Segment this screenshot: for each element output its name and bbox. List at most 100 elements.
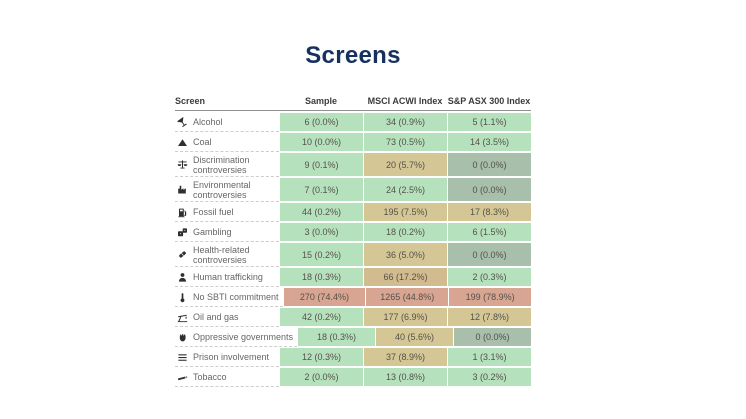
cell-value: 37 (8.9%) [385,352,426,362]
cell-value: 13 (0.8%) [385,372,426,382]
cell-value: 17 (8.3%) [469,207,510,217]
cell-value: 2 (0.3%) [472,272,507,282]
person-icon [176,271,188,283]
table-body: Alcohol 6 (0.0%) 34 (0.9%) 5 (1.1%) Coal… [175,113,532,388]
row-label-cell: Tobacco [175,368,279,387]
msci-acwi-value-cell: 24 (2.5%) [364,178,447,201]
column-header-sp-asx-300: S&P ASX 300 Index [447,96,531,106]
page-title: Screens [305,42,401,69]
cell-value: 42 (0.2%) [301,312,342,322]
msci-acwi-value-cell: 36 (5.0%) [364,243,447,266]
sample-value-cell: 12 (0.3%) [280,348,363,366]
table-row: Gambling 3 (0.0%) 18 (0.2%) 6 (1.5%) [175,223,531,243]
cigarette-icon [176,371,188,383]
cell-value: 18 (0.2%) [385,227,426,237]
cell-value: 177 (6.9%) [383,312,428,322]
row-label: Oil and gas [193,312,239,322]
table-row: Coal 10 (0.0%) 73 (0.5%) 14 (3.5%) [175,133,531,153]
table-row: Discrimination controversies 9 (0.1%) 20… [175,153,531,178]
cell-value: 3 (0.2%) [472,372,507,382]
row-label-cell: Gambling [175,223,279,242]
cell-value: 2 (0.0%) [304,372,339,382]
column-header-sample: Sample [304,96,337,106]
cell-value: 1265 (44.8%) [380,292,435,302]
row-label: Human trafficking [193,272,263,282]
row-label: Gambling [193,227,232,237]
sp-asx-value-cell: 12 (7.8%) [448,308,531,326]
row-label-cell: Fossil fuel [175,203,279,222]
pill-icon [176,249,188,261]
table-row: No SBTI commitment 270 (74.4%) 1265 (44.… [175,288,532,308]
sample-value-cell: 18 (0.3%) [298,328,376,346]
fist-icon [176,331,188,343]
sample-value-cell: 270 (74.4%) [283,288,366,306]
sp-asx-value-cell: 0 (0.0%) [448,153,531,176]
cell-value: 36 (5.0%) [385,249,426,260]
table-row: Health-related controversies 15 (0.2%) 3… [175,243,531,268]
sp-asx-value-cell: 3 (0.2%) [448,368,531,386]
row-label-cell: Health-related controversies [175,243,279,267]
column-header-screen: Screen [175,96,206,106]
row-label-cell: Oil and gas [175,308,279,327]
table-row: Oil and gas 42 (0.2%) 177 (6.9%) 12 (7.8… [175,308,531,328]
cell-value: 15 (0.2%) [301,249,342,260]
cell-value: 199 (78.9%) [465,292,515,302]
msci-acwi-value-cell: 177 (6.9%) [364,308,447,326]
sp-asx-value-cell: 14 (3.5%) [448,133,531,151]
sp-asx-value-cell: 0 (0.0%) [448,243,531,266]
cell-value: 20 (5.7%) [385,159,426,170]
row-label: Oppressive governments [193,332,294,342]
cell-value: 270 (74.4%) [299,292,349,302]
sp-asx-value-cell: 6 (1.5%) [448,223,531,241]
coal-icon [176,136,188,148]
msci-acwi-value-cell: 40 (5.6%) [376,328,454,346]
table-row: Prison involvement 12 (0.3%) 37 (8.9%) 1… [175,348,531,368]
sample-value-cell: 15 (0.2%) [280,243,363,266]
row-label-cell: Alcohol [175,113,279,132]
cell-value: 195 (7.5%) [383,207,428,217]
thermometer-icon [176,291,188,303]
row-label: Fossil fuel [193,207,234,217]
row-label-cell: No SBTI commitment [175,288,283,307]
sp-asx-value-cell: 2 (0.3%) [448,268,531,286]
cell-value: 34 (0.9%) [385,117,426,127]
table-row: Fossil fuel 44 (0.2%) 195 (7.5%) 17 (8.3… [175,203,531,223]
dice-icon [176,226,188,238]
sample-value-cell: 42 (0.2%) [280,308,363,326]
msci-acwi-value-cell: 13 (0.8%) [364,368,447,386]
sample-value-cell: 18 (0.3%) [280,268,363,286]
cell-value: 66 (17.2%) [383,272,428,282]
alcohol-icon [176,116,188,128]
msci-acwi-value-cell: 20 (5.7%) [364,153,447,176]
row-label-cell: Coal [175,133,279,152]
row-label: Tobacco [193,372,227,382]
cell-value: 3 (0.0%) [304,227,339,237]
cell-value: 18 (0.3%) [301,272,342,282]
row-label-cell: Prison involvement [175,348,279,367]
sp-asx-value-cell: 0 (0.0%) [454,328,531,346]
sample-value-cell: 10 (0.0%) [280,133,363,151]
row-label-cell: Oppressive governments [175,328,298,347]
cell-value: 9 (0.1%) [304,159,339,170]
row-label: Health-related controversies [193,244,250,265]
row-label-cell: Human trafficking [175,268,279,287]
table-row: Alcohol 6 (0.0%) 34 (0.9%) 5 (1.1%) [175,113,531,133]
msci-acwi-value-cell: 34 (0.9%) [364,113,447,131]
table-row: Tobacco 2 (0.0%) 13 (0.8%) 3 (0.2%) [175,368,531,388]
row-label: Coal [193,137,212,147]
cell-value: 40 (5.6%) [395,332,435,342]
table-row: Environmental controversies 7 (0.1%) 24 … [175,178,531,203]
cell-value: 6 (1.5%) [472,227,507,237]
screens-table: Screen Sample MSCI ACWI Index S&P ASX 30… [175,96,532,388]
sample-value-cell: 9 (0.1%) [280,153,363,176]
msci-acwi-value-cell: 37 (8.9%) [364,348,447,366]
msci-acwi-value-cell: 18 (0.2%) [364,223,447,241]
pumpjack-icon [176,311,188,323]
cell-value: 0 (0.0%) [472,159,507,170]
scales-icon [176,159,188,171]
cell-value: 5 (1.1%) [472,117,507,127]
msci-acwi-value-cell: 1265 (44.8%) [366,288,449,306]
row-label: No SBTI commitment [193,292,279,302]
row-label-cell: Environmental controversies [175,178,279,202]
